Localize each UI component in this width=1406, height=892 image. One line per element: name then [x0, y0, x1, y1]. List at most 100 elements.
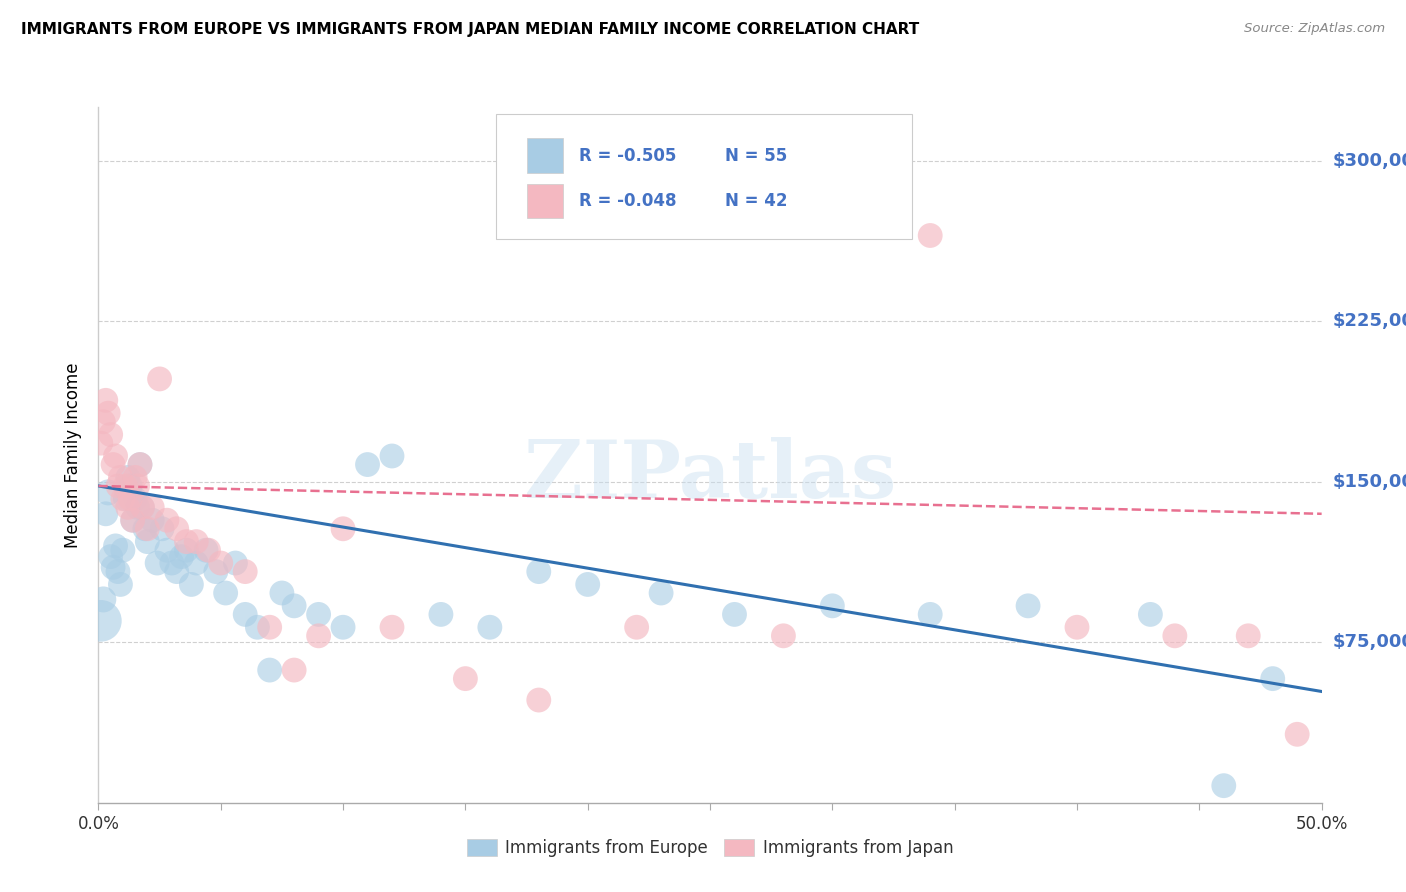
Legend: Immigrants from Europe, Immigrants from Japan: Immigrants from Europe, Immigrants from …: [460, 832, 960, 864]
Point: [120, 479, 142, 493]
Point: [176, 543, 198, 558]
Point: [107, 479, 129, 493]
Point: [111, 491, 134, 506]
Point: [205, 565, 228, 579]
Point: [107, 565, 129, 579]
Y-axis label: Median Family Income: Median Family Income: [65, 362, 83, 548]
Point: [430, 607, 453, 622]
Point: [121, 513, 143, 527]
Point: [110, 577, 132, 591]
Point: [160, 556, 183, 570]
Point: [101, 458, 124, 472]
Point: [283, 663, 305, 677]
Text: N = 55: N = 55: [725, 147, 787, 165]
Point: [91, 592, 114, 607]
Point: [233, 565, 256, 579]
Point: [308, 629, 330, 643]
Point: [100, 549, 122, 564]
Point: [166, 565, 188, 579]
Text: ZIPatlas: ZIPatlas: [524, 437, 896, 515]
Point: [100, 427, 122, 442]
Point: [127, 500, 149, 515]
Point: [136, 522, 159, 536]
Point: [146, 556, 169, 570]
Point: [527, 565, 550, 579]
Text: R = -0.505: R = -0.505: [578, 147, 676, 165]
Point: [821, 599, 844, 613]
Point: [129, 458, 152, 472]
Point: [308, 607, 330, 622]
Text: IMMIGRANTS FROM EUROPE VS IMMIGRANTS FROM JAPAN MEDIAN FAMILY INCOME CORRELATION: IMMIGRANTS FROM EUROPE VS IMMIGRANTS FRO…: [21, 22, 920, 37]
Point: [1286, 727, 1309, 741]
Text: $300,000: $300,000: [1333, 152, 1406, 169]
Point: [1261, 672, 1284, 686]
Point: [270, 586, 294, 600]
Point: [356, 458, 378, 472]
Point: [180, 577, 202, 591]
Text: $150,000: $150,000: [1333, 473, 1406, 491]
Point: [124, 470, 146, 484]
Point: [381, 620, 404, 634]
Point: [156, 543, 179, 558]
Point: [94, 393, 117, 408]
Point: [91, 415, 114, 429]
Point: [626, 620, 648, 634]
Point: [127, 479, 149, 493]
FancyBboxPatch shape: [496, 114, 912, 239]
Point: [121, 513, 143, 527]
Point: [176, 534, 198, 549]
FancyBboxPatch shape: [527, 138, 564, 173]
Point: [1066, 620, 1088, 634]
Point: [576, 577, 599, 591]
Point: [170, 549, 193, 564]
Point: [129, 458, 152, 472]
Point: [381, 449, 404, 463]
Point: [104, 539, 127, 553]
Point: [114, 491, 136, 506]
Point: [772, 629, 794, 643]
Point: [195, 543, 218, 558]
Point: [104, 449, 127, 463]
Point: [166, 522, 188, 536]
Point: [114, 479, 136, 493]
Text: $75,000: $75,000: [1333, 633, 1406, 651]
Point: [186, 556, 208, 570]
Point: [478, 620, 501, 634]
Text: $225,000: $225,000: [1333, 312, 1406, 330]
Point: [214, 586, 236, 600]
Point: [186, 534, 208, 549]
Point: [120, 491, 142, 506]
Point: [1212, 779, 1234, 793]
Point: [259, 620, 281, 634]
Point: [723, 607, 745, 622]
Point: [97, 485, 120, 500]
Point: [1164, 629, 1187, 643]
Point: [1237, 629, 1260, 643]
Text: R = -0.048: R = -0.048: [578, 192, 676, 210]
Text: N = 42: N = 42: [725, 192, 787, 210]
Point: [259, 663, 281, 677]
Point: [131, 500, 153, 515]
Point: [197, 543, 219, 558]
Point: [233, 607, 256, 622]
Point: [117, 500, 139, 515]
Point: [246, 620, 269, 634]
Text: Source: ZipAtlas.com: Source: ZipAtlas.com: [1244, 22, 1385, 36]
Point: [283, 599, 305, 613]
Point: [124, 491, 146, 506]
Point: [150, 522, 173, 536]
Point: [156, 513, 179, 527]
Point: [1139, 607, 1161, 622]
Point: [527, 693, 550, 707]
Point: [149, 372, 172, 386]
FancyBboxPatch shape: [527, 184, 564, 219]
Point: [224, 556, 246, 570]
Point: [650, 586, 672, 600]
Point: [1017, 599, 1039, 613]
Point: [209, 556, 232, 570]
Point: [454, 672, 477, 686]
Point: [136, 534, 159, 549]
Point: [97, 406, 120, 420]
Point: [332, 522, 354, 536]
Point: [111, 543, 134, 558]
